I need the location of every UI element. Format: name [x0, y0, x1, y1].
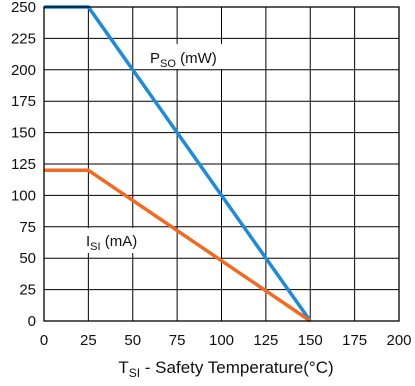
series-labels: PSO (mW) ISI (mA) [83, 44, 239, 253]
series-label-pso-main: P [150, 50, 160, 67]
y-tick-label: 0 [28, 313, 36, 330]
x-tick-label: 25 [80, 332, 97, 349]
series-label-isi-main: I [86, 233, 90, 250]
x-axis-title-sub: SI [129, 366, 140, 380]
y-tick-label: 250 [11, 0, 36, 16]
tick-labels: 0 25 50 75 100 125 150 175 200 225 250 0 25 50 75 100 12… [11, 0, 412, 349]
series-label-isi-bg [83, 228, 145, 253]
series-label-pso-bg [141, 44, 239, 69]
y-tick-label: 150 [11, 125, 36, 142]
y-tick-label: 25 [19, 282, 36, 299]
plot-frame [43, 6, 400, 322]
x-tick-label: 100 [209, 332, 234, 349]
series-label-isi: ISI (mA) [86, 233, 137, 253]
x-axis-title: TSI - Safety Temperature(°C) [118, 358, 333, 380]
y-tick-label: 225 [11, 30, 36, 47]
x-axis-title-rest: - Safety Temperature(°C) [140, 358, 334, 377]
series-label-pso-rest: (mW) [176, 50, 217, 67]
x-tick-label: 200 [386, 332, 411, 349]
x-tick-label: 175 [342, 332, 367, 349]
series-label-isi-sub: SI [90, 241, 100, 253]
y-tick-label: 50 [19, 250, 36, 267]
x-tick-label: 125 [253, 332, 278, 349]
y-tick-label: 100 [11, 187, 36, 204]
y-tick-label: 175 [11, 93, 36, 110]
series-label-pso-sub: SO [160, 58, 176, 70]
y-tick-label: 125 [11, 156, 36, 173]
series-line-isi [44, 168, 312, 323]
x-tick-label: 150 [298, 332, 323, 349]
y-tick-label: 75 [19, 219, 36, 236]
series-label-isi-rest: (mA) [101, 233, 138, 250]
x-tick-label: 0 [40, 332, 48, 349]
series-label-pso: PSO (mW) [150, 50, 217, 70]
x-tick-label: 75 [169, 332, 186, 349]
x-axis-title-main: T [118, 358, 128, 377]
y-tick-label: 200 [11, 62, 36, 79]
x-tick-label: 50 [124, 332, 141, 349]
